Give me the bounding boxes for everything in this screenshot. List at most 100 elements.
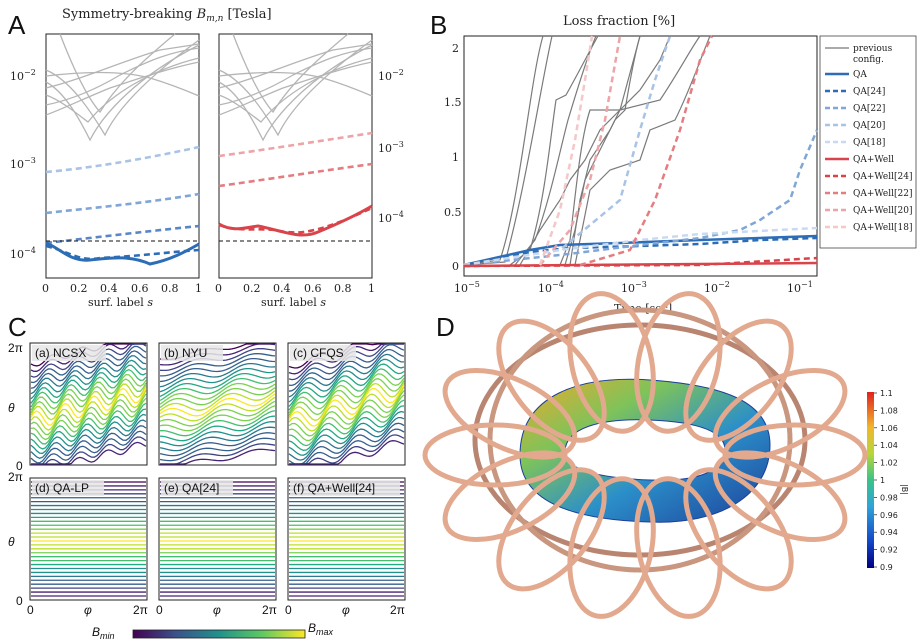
contour-line (159, 372, 276, 397)
contour-line (159, 410, 276, 437)
panel-a-left-xtick: 0 (42, 282, 49, 295)
panel-a-left-axes (45, 33, 200, 279)
panel-b-xtick: 10−3 (621, 280, 647, 295)
contour-line (288, 410, 405, 456)
panel-c-xtick-2pi-b: 2π (262, 603, 277, 617)
plasma-surface (519, 378, 771, 523)
coil (712, 367, 848, 460)
panel-c: C (a) NCSX (8, 312, 406, 641)
panel-a-right-xtick: 0.6 (304, 282, 322, 295)
coil (567, 291, 656, 434)
contour-line (160, 443, 276, 465)
contour-line (31, 430, 147, 465)
contour-line (288, 416, 405, 461)
contour-line (159, 377, 276, 402)
contour-line (288, 422, 405, 465)
panel-b-axes (463, 35, 818, 277)
legend-label-qawell22: QA+Well[22] (853, 189, 913, 199)
contour-line (160, 448, 276, 465)
contour-line (288, 353, 404, 398)
panel-c-ytick-top-2pi: 2π (8, 341, 23, 355)
subplot-label-a: (a) NCSX (35, 346, 86, 360)
contour-line (159, 390, 276, 412)
colorbar-gradient (132, 629, 306, 639)
panel-c-xlabel-a: φ (84, 603, 92, 617)
colorbar-tick-label: 1.04 (880, 441, 898, 450)
contour-line (31, 441, 147, 465)
coil (634, 476, 723, 619)
colorbar-tick-label: 0.9 (880, 563, 893, 572)
contour-line (30, 368, 147, 408)
contour-line (288, 384, 405, 427)
colorbar-tick-label: 1 (880, 476, 885, 485)
contour-line (288, 382, 405, 421)
contour-subplot-labels: (a) NCSX (b) NYU (c) CFQS (d) QA-LP (e) … (32, 345, 400, 496)
panel-d-label: D (436, 312, 455, 342)
panel-a-right-xtick: 0.8 (334, 282, 352, 295)
panel-c-xtick-0-b: 0 (156, 603, 163, 617)
contour-line (289, 428, 405, 465)
contour-subplot-a (29, 342, 148, 466)
panel-d-colorbar: 1.11.081.061.041.0210.980.960.940.920.9 … (867, 389, 909, 572)
panel-b-xtick: 10−5 (454, 280, 480, 295)
contour-line (159, 387, 276, 409)
contour-line (30, 387, 147, 426)
legend-label-qa: QA (853, 70, 867, 80)
panel-a-left-xlabel: surf. label s (88, 296, 153, 309)
legend-label-previous-line2: config. (853, 55, 884, 65)
panel-b-label: B (430, 10, 447, 40)
panel-a-left-xtick: 0.4 (100, 282, 118, 295)
colorbar-tick-label: 0.94 (880, 528, 898, 537)
panel-c-xtick-2pi-a: 2π (133, 603, 148, 617)
panel-d: D 1.1 1.08 1.06 1.04 1.02 1 0.98 0.96 0.94 0.92 0.… (422, 291, 909, 619)
contour-line (289, 440, 405, 465)
contour-line (159, 357, 276, 383)
panel-d-colorbar-gradient (867, 392, 874, 568)
subplot-label-c: (c) CFQS (293, 346, 344, 360)
panel-b-yticks: 0 0.5 1 1.5 2 (444, 42, 462, 273)
legend-label-qa22: QA[22] (853, 104, 885, 114)
contour-subplot-f (287, 477, 406, 601)
contour-line (30, 419, 147, 459)
panel-c-ytick-bottom-2pi: 2π (8, 470, 23, 484)
panel-a-left-gray-curves (45, 33, 200, 142)
contour-line (30, 374, 147, 411)
subplot-label-d: (d) QA-LP (35, 481, 89, 495)
colorbar-min-label: Bmin (92, 625, 115, 641)
panel-a-title: Symmetry-breaking Bm,n [Tesla] (62, 7, 272, 24)
contour-line (30, 355, 147, 395)
subplot-label-e: (e) QA[24] (164, 481, 219, 495)
contour-subplot-b (158, 342, 277, 466)
panel-c-ylabel-bottom: θ (8, 535, 15, 549)
contour-line (30, 397, 147, 441)
panel-b-red-curves (463, 35, 818, 268)
contour-line (159, 393, 276, 417)
contour-line (30, 378, 147, 415)
contour-line (288, 348, 405, 392)
panel-a-ytick-right-2: 10−4 (378, 210, 404, 225)
panel-b-title: Loss fraction [%] (563, 14, 675, 29)
legend-label-qawell: QA+Well (853, 155, 894, 165)
panel-b-ytick: 0 (452, 260, 459, 273)
contour-line (30, 425, 147, 464)
colorbar-tick-label: 0.92 (880, 546, 898, 555)
panel-a-left-xtick: 1 (195, 282, 202, 295)
contour-line (288, 399, 405, 447)
panel-b-ytick: 0.5 (444, 206, 462, 219)
panel-a-left-blue-curves (45, 145, 200, 261)
panel-b-ytick: 1.5 (444, 96, 462, 109)
contour-subplot-c (287, 342, 406, 466)
panel-a-left-xticks: 0 0.2 0.4 0.6 0.8 1 (42, 282, 202, 295)
panel-a-ytick-right-1: 10−3 (378, 140, 404, 155)
panel-b-xtick: 10−4 (538, 280, 564, 295)
contour-line (288, 386, 405, 432)
contour-line (30, 383, 147, 421)
coil (567, 476, 656, 619)
contour-line (30, 345, 147, 384)
coil-set-front (422, 291, 868, 619)
contour-line (288, 378, 405, 416)
panel-b: B Loss fraction [%] (430, 10, 917, 315)
panel-a-left-xtick: 0.2 (70, 282, 88, 295)
contour-line (160, 352, 276, 377)
panel-b-legend: previous config. QA QA[24] QA[22] QA[20]… (819, 35, 917, 249)
